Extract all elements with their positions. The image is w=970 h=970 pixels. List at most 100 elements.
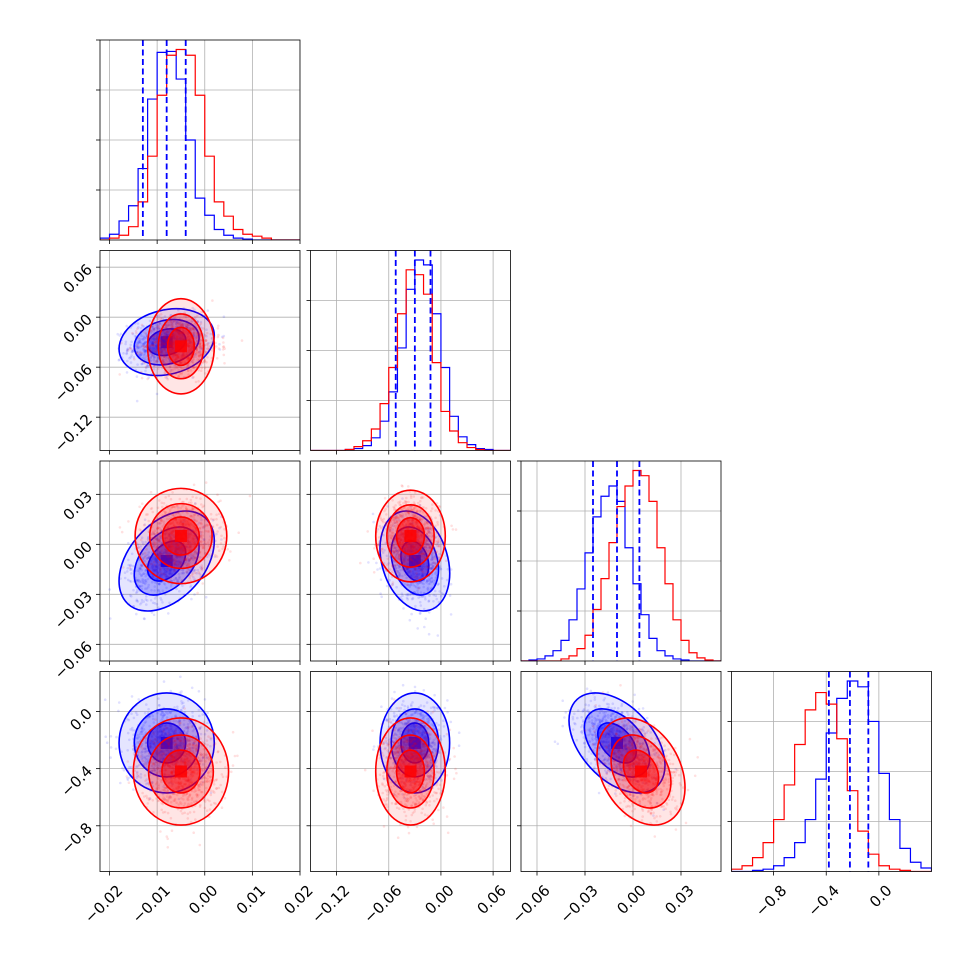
sample-point [162,355,166,358]
sample-point [206,541,210,544]
sample-point [223,528,226,531]
sample-point [191,332,195,336]
sample-point [194,353,197,357]
sample-point [186,554,190,557]
sample-point [430,558,434,561]
sample-point [385,513,388,516]
sample-point [123,576,127,580]
sample-point [418,504,422,507]
sample-point [204,542,207,546]
sample-point [153,585,157,588]
sample-point [186,508,189,512]
sample-point [195,339,199,343]
sample-point [142,335,146,339]
sample-point [407,511,411,514]
sample-point [148,319,152,323]
sample-point [418,600,422,604]
sample-point [442,593,445,596]
sample-point [158,527,162,530]
sample-point [190,320,193,324]
sample-point [157,538,161,542]
panel-frame [99,250,301,451]
sample-point [429,567,433,571]
sample-point [432,593,436,597]
sample-point [194,326,198,330]
sample-point [405,576,408,580]
sample-point [423,625,426,629]
sample-point [214,554,217,557]
sample-point [217,549,221,552]
panel-frame [99,460,301,662]
sample-point [201,582,204,585]
sample-point [199,322,203,326]
sample-point [406,598,410,601]
sample-point [422,582,425,586]
sample-point [196,568,200,572]
sample-point [377,543,380,546]
sample-point [138,567,142,570]
sample-point [158,346,162,350]
sample-point [416,516,420,520]
sample-point [138,566,142,569]
sample-point [193,568,197,572]
sample-point [153,581,157,584]
sample-point [440,592,444,595]
sample-point [154,351,157,354]
sample-point [425,570,429,573]
sample-point [438,552,441,556]
sample-point [155,545,159,549]
sample-point [197,380,200,383]
sample-point [199,534,203,538]
sample-point [170,506,173,510]
sample-point [222,315,226,319]
sample-point [212,530,216,534]
sample-point [161,359,165,363]
sample-point [198,345,202,349]
sample-point [434,561,438,565]
sample-point [407,583,411,587]
sample-point [141,502,144,506]
sample-point [177,512,181,515]
sample-point [394,554,398,557]
sample-point [422,545,426,548]
sample-point [138,340,142,344]
sample-point [189,369,193,372]
sample-point [219,499,222,503]
sample-point [151,575,154,579]
sample-point [204,529,208,533]
sample-point [138,585,142,588]
sample-point [386,505,389,508]
sample-point [208,347,211,350]
sample-point [136,346,139,350]
sample-point [410,508,414,512]
sample-point [412,509,415,512]
sample-point [189,557,193,561]
sample-point [426,580,429,583]
sample-point [192,375,195,379]
sample-point [192,358,195,361]
sample-point [197,354,200,357]
sample-point [136,579,139,583]
sample-point [207,341,210,345]
sample-point [426,566,430,570]
sample-point [142,581,146,584]
sample-point [152,334,155,338]
sample-point [160,598,163,602]
sample-point [155,392,159,396]
sample-point [138,580,141,583]
sample-point [416,501,420,505]
sample-point [200,542,203,546]
sample-point [206,530,210,533]
sample-point [149,507,153,511]
sample-point [204,339,208,342]
sample-point [428,527,432,531]
sample-point [167,612,170,615]
sample-point [208,348,211,352]
sample-point [190,556,193,560]
sample-point [202,526,205,530]
sample-point [157,324,160,328]
sample-point [150,536,154,540]
sample-point [174,322,178,326]
sample-point [152,327,156,331]
sample-point [152,544,155,548]
